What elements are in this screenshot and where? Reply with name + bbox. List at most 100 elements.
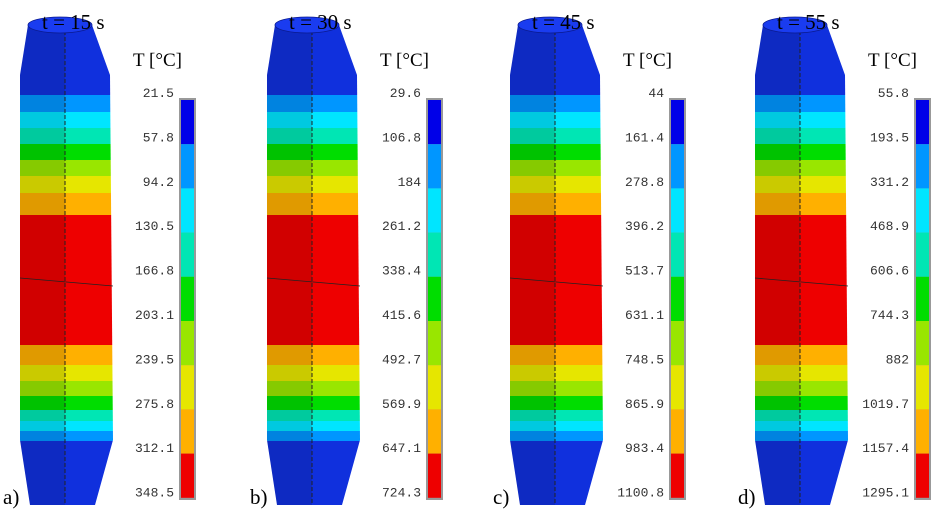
temperature-band — [510, 112, 603, 128]
colorbar-band — [428, 188, 441, 233]
temperature-band — [267, 176, 360, 193]
temperature-band — [510, 193, 603, 215]
colorbar-band — [181, 144, 194, 189]
temperature-band — [20, 396, 113, 410]
colorbar-band — [916, 453, 929, 498]
temperature-band — [755, 215, 848, 345]
temperature-band — [755, 112, 848, 128]
legend-label: 21.5 — [143, 86, 174, 101]
legend-label: 1295.1 — [862, 486, 909, 501]
legend-title: T [°C] — [868, 50, 917, 71]
temperature-band — [755, 128, 848, 144]
legend-label: 348.5 — [135, 486, 174, 501]
legend-label: 724.3 — [382, 486, 421, 501]
colorbar-band — [181, 453, 194, 498]
seam — [509, 277, 604, 287]
colorbar-band — [671, 232, 684, 277]
temperature-band — [755, 441, 848, 505]
cylinder — [510, 25, 603, 505]
legend-label: 468.9 — [870, 219, 909, 234]
panel-label: d) — [738, 485, 756, 509]
temperature-band — [267, 144, 360, 160]
colorbar-band — [428, 409, 441, 454]
temperature-band — [510, 410, 603, 421]
legend-label: 331.2 — [870, 175, 909, 190]
temperature-band — [755, 160, 848, 176]
legend-label: 1019.7 — [862, 397, 909, 412]
temperature-band — [510, 144, 603, 160]
colorbar-band — [181, 188, 194, 233]
legend-label: 983.4 — [625, 441, 664, 456]
legend-label: 161.4 — [625, 130, 664, 145]
temperature-band — [20, 112, 113, 128]
colorbar-band — [428, 100, 441, 145]
legend-label: 744.3 — [870, 308, 909, 323]
seam — [266, 277, 361, 287]
temperature-band — [20, 215, 113, 345]
temperature-band — [267, 215, 360, 345]
legend-label: 278.8 — [625, 175, 664, 190]
colorbar-band — [428, 144, 441, 189]
legend-label: 275.8 — [135, 397, 174, 412]
legend-label: 1157.4 — [862, 441, 909, 456]
top-cap — [274, 16, 340, 34]
colorbar-band — [671, 409, 684, 454]
temperature-band — [510, 396, 603, 410]
colorbar-band — [671, 321, 684, 366]
cylinder — [20, 25, 113, 505]
temperature-band — [755, 410, 848, 421]
legend-title: T [°C] — [133, 50, 182, 71]
colorbar-band — [428, 453, 441, 498]
temperature-band — [755, 365, 848, 381]
colorbar-band — [671, 188, 684, 233]
panel-label: b) — [250, 485, 268, 509]
legend-label: 57.8 — [143, 130, 174, 145]
temperature-band — [755, 396, 848, 410]
colorbar-band — [181, 321, 194, 366]
legend-label: 106.8 — [382, 130, 421, 145]
temperature-band — [20, 410, 113, 421]
seam — [19, 277, 114, 287]
colorbar-band — [181, 100, 194, 145]
temperature-band — [267, 193, 360, 215]
temperature-band — [510, 160, 603, 176]
legend-label: 261.2 — [382, 219, 421, 234]
temperature-band — [267, 381, 360, 396]
colorbar-band — [428, 321, 441, 366]
temperature-band — [510, 431, 603, 441]
colorbar-band — [916, 409, 929, 454]
temperature-band — [20, 365, 113, 381]
temperature-band — [510, 365, 603, 381]
legend-label: 865.9 — [625, 397, 664, 412]
colorbar-band — [671, 100, 684, 145]
legend-label: 415.6 — [382, 308, 421, 323]
time-label: t = 55 s — [777, 10, 840, 34]
temperature-band — [755, 176, 848, 193]
legend-label: 882 — [886, 352, 909, 367]
colorbar-band — [428, 276, 441, 321]
legend-label: 569.9 — [382, 397, 421, 412]
left-face-shade — [20, 25, 65, 505]
legend-label: 492.7 — [382, 352, 421, 367]
colorbar-band — [181, 365, 194, 410]
temperature-band — [510, 128, 603, 144]
legend-label: 631.1 — [625, 308, 664, 323]
legend-label: 606.6 — [870, 264, 909, 279]
colorbar-band — [916, 232, 929, 277]
top-cap — [762, 16, 828, 34]
temperature-band — [510, 176, 603, 193]
panel: t = 30 s b) T [°C] 29.6 106.8 184 261.2 338.4 41… — [250, 10, 443, 509]
temperature-band — [510, 215, 603, 345]
temperature-band — [510, 345, 603, 365]
temperature-band — [20, 441, 113, 505]
temperature-band — [20, 421, 113, 431]
colorbar-band — [916, 276, 929, 321]
temperature-band — [510, 95, 603, 112]
temperature-band — [510, 441, 603, 505]
legend-label: 55.8 — [878, 86, 909, 101]
top-cap — [517, 16, 583, 34]
left-face-shade — [510, 25, 555, 505]
temperature-band — [20, 193, 113, 215]
temperature-band — [755, 144, 848, 160]
